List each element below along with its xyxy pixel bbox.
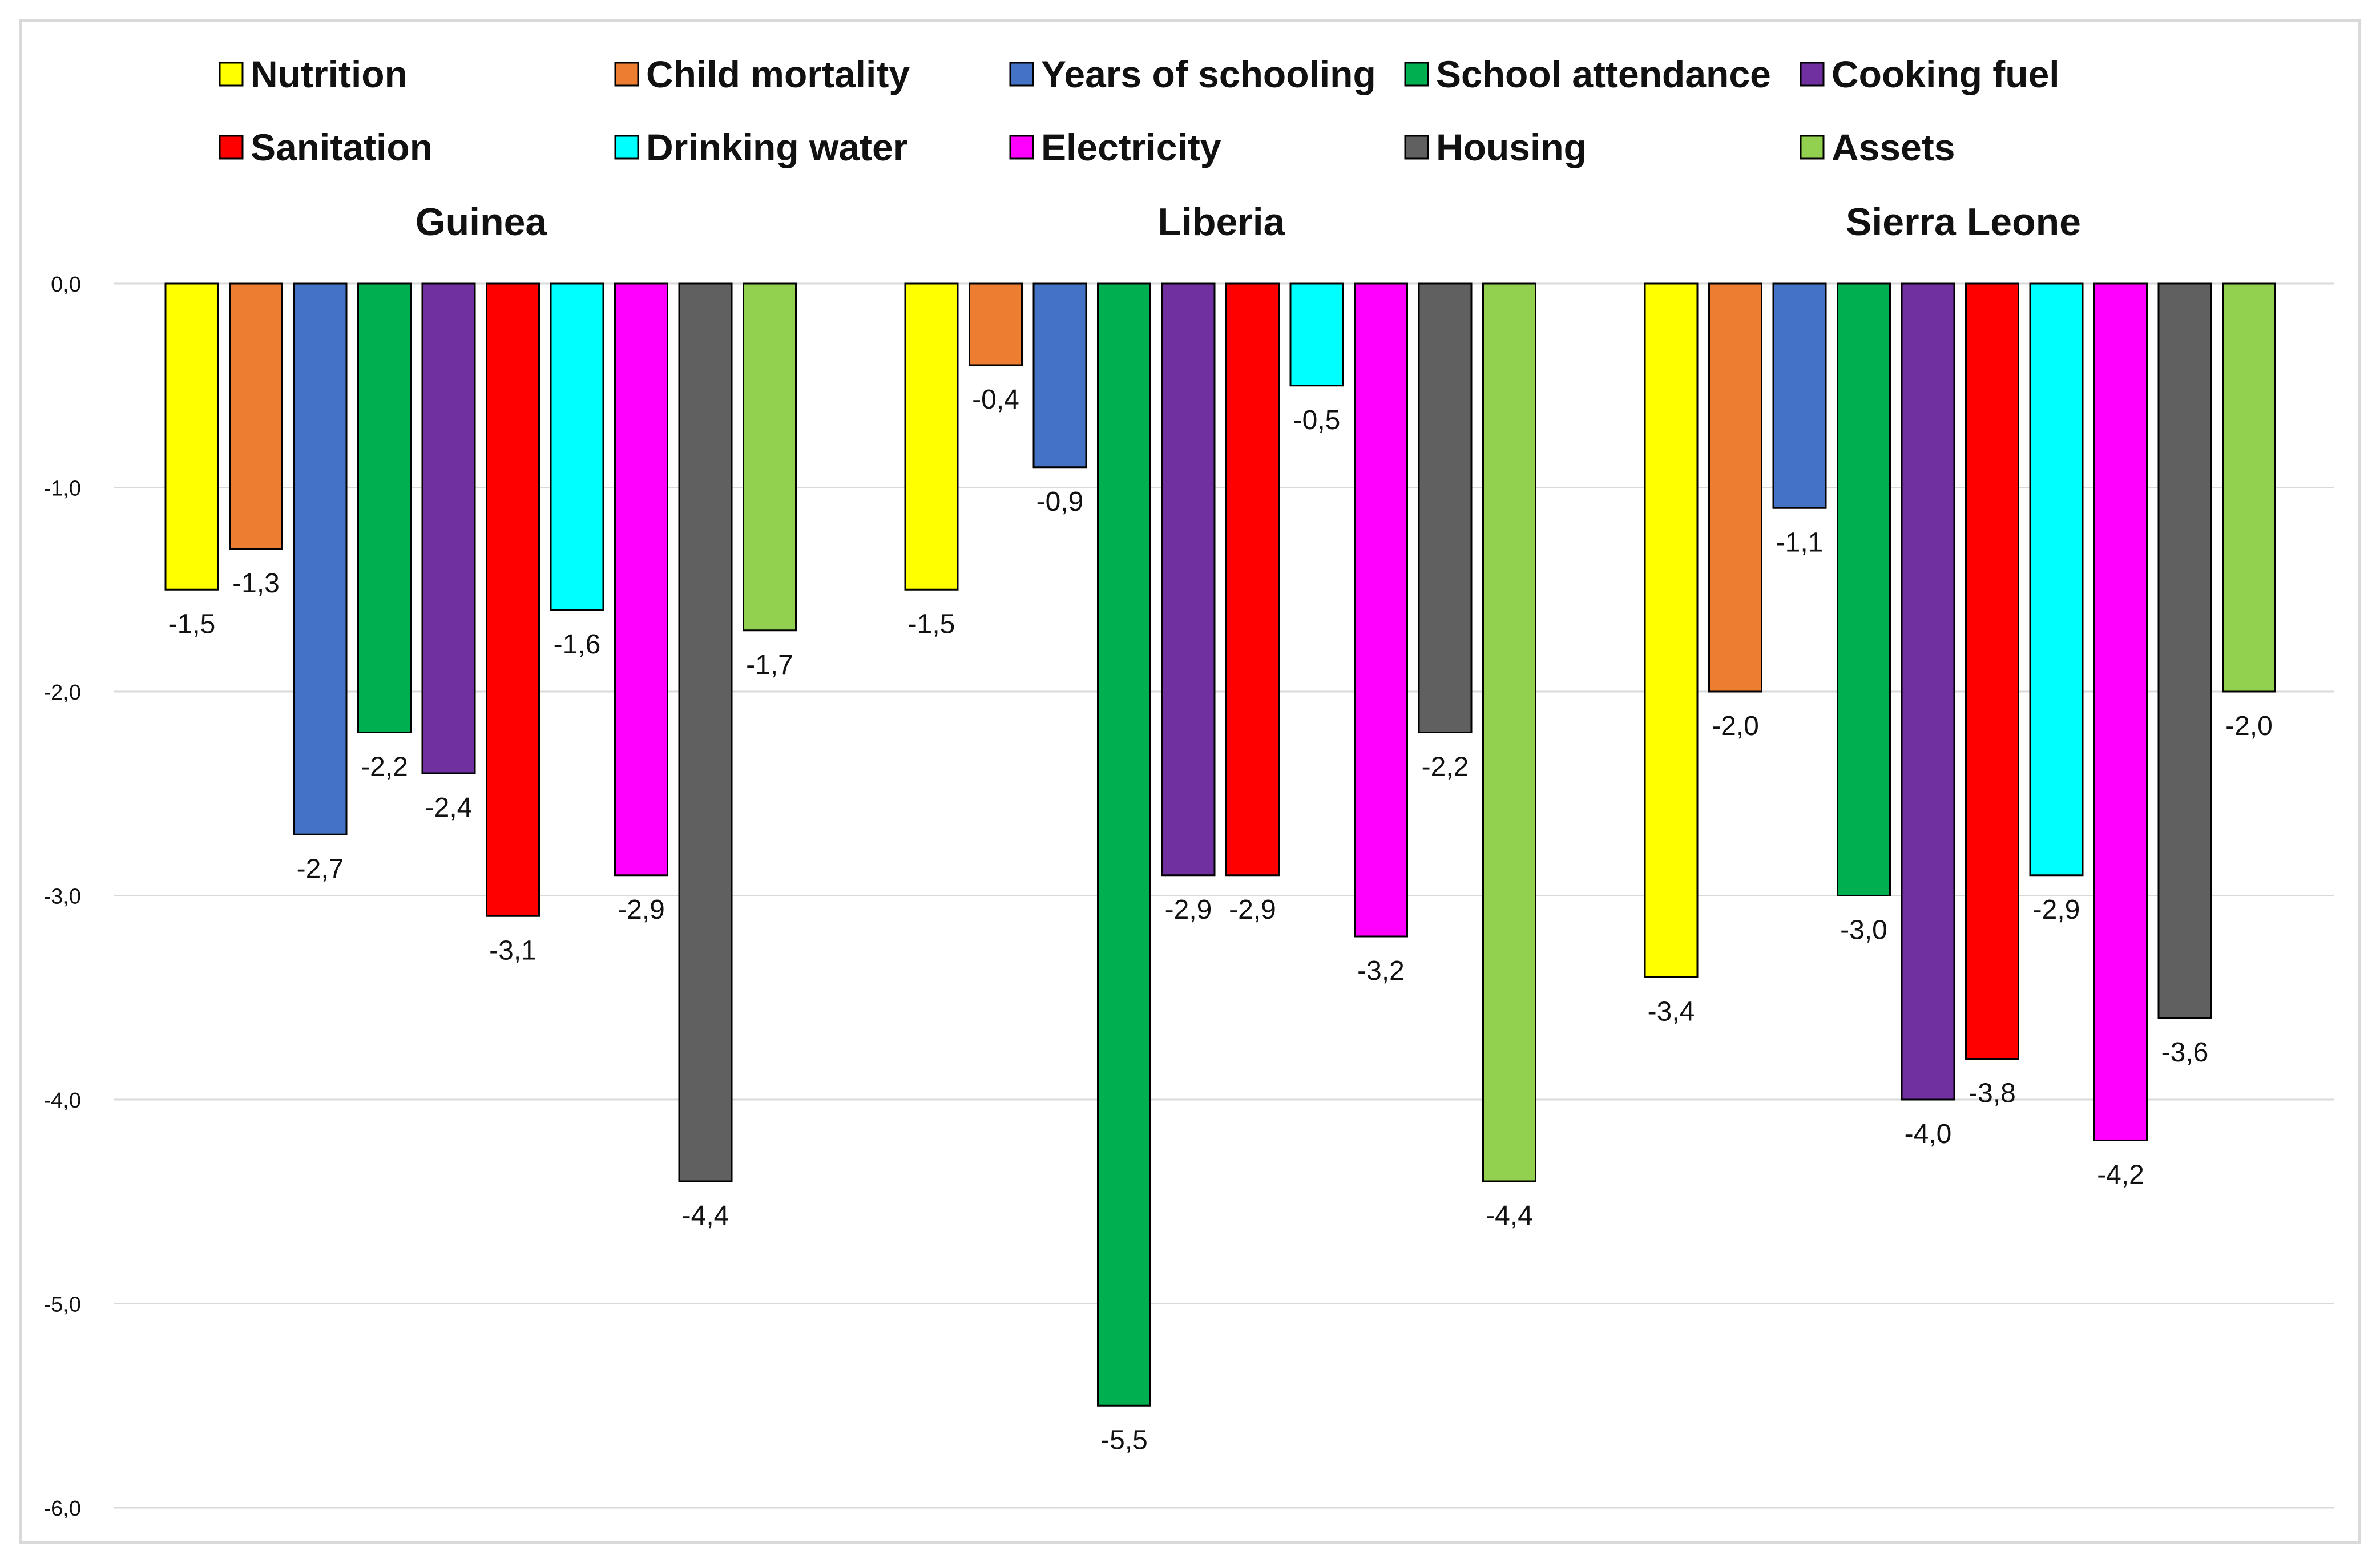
data-label: -3,8 [1968, 1079, 2016, 1109]
data-label: -0,4 [972, 385, 1019, 415]
data-label: -2,4 [425, 793, 473, 823]
data-label: -2,9 [2033, 895, 2080, 925]
y-tick-label: -3,0 [44, 885, 81, 909]
bar [1965, 282, 2019, 1060]
bar [1901, 282, 1955, 1101]
group-title: Sierra Leone [1846, 200, 2081, 244]
legend-label: Cooking fuel [1832, 53, 2060, 95]
legend-label: Assets [1832, 126, 1955, 168]
y-axis-ticks: 0,0 -1,0 -2,0 -3,0 -4,0 -5,0 -6,0 [44, 273, 81, 1521]
bar [1097, 282, 1151, 1407]
bar [229, 282, 283, 550]
data-label: -2,2 [361, 752, 408, 782]
data-label: -2,9 [1165, 895, 1212, 925]
data-label: -2,0 [2225, 711, 2273, 741]
bar [904, 282, 959, 591]
legend: Nutrition Child mortality Years of schooli… [219, 53, 2060, 168]
data-labels: -1,5 -1,3 -2,7 -2,2 -2,4 -3,1 -1,6 -2,9 -4,4 -1,7… [168, 385, 2273, 1455]
bar [293, 282, 348, 835]
legend-label: Electricity [1041, 126, 1221, 168]
data-label: -1,5 [908, 609, 955, 639]
bar [1354, 282, 1408, 938]
legend-swatch [219, 135, 244, 160]
bar [1482, 282, 1536, 1182]
bar [743, 282, 797, 632]
legend-swatch [1404, 62, 1429, 87]
legend-swatch [1800, 135, 1825, 160]
data-label: -3,4 [1648, 997, 1695, 1027]
data-label: -3,2 [1357, 956, 1405, 986]
legend-label: Nutrition [251, 53, 408, 95]
bar [1161, 282, 1216, 877]
y-tick-label: -4,0 [44, 1089, 81, 1113]
legend-swatch [614, 135, 639, 160]
bar [969, 282, 1023, 366]
legend-label: Sanitation [251, 126, 433, 168]
legend-label: Drinking water [646, 126, 907, 168]
data-label: -1,7 [746, 650, 793, 680]
bar [1644, 282, 1699, 978]
y-tick-label: 0,0 [51, 273, 81, 297]
bar [614, 282, 668, 877]
y-tick-label: -2,0 [44, 681, 81, 705]
data-label: -4,2 [2097, 1160, 2144, 1190]
bar [2093, 282, 2148, 1141]
legend-swatch [1009, 62, 1034, 87]
bar [421, 282, 476, 774]
data-label: -4,0 [1905, 1119, 1952, 1149]
bar [2222, 282, 2276, 693]
bar [550, 282, 604, 611]
legend-label: Years of schooling [1041, 53, 1376, 95]
bar [1708, 282, 1762, 693]
bar [678, 282, 733, 1182]
bar [2029, 282, 2084, 877]
data-label: -3,1 [489, 935, 536, 966]
data-label: -1,3 [232, 568, 280, 599]
data-label: -4,4 [1486, 1201, 1533, 1231]
data-label: -1,6 [554, 629, 601, 660]
data-label: -2,7 [297, 854, 344, 884]
bar [1032, 282, 1087, 469]
data-label: -2,9 [1229, 895, 1276, 925]
y-tick-label: -5,0 [44, 1293, 81, 1317]
data-label: -2,2 [1422, 752, 1469, 782]
legend-label: Child mortality [646, 53, 910, 95]
bars [164, 282, 2276, 1407]
bar [2157, 282, 2212, 1019]
data-label: -2,9 [618, 895, 665, 925]
group-titles: Guinea Liberia Sierra Leone [416, 200, 2081, 244]
legend-swatch [219, 62, 244, 87]
legend-swatch [1009, 135, 1034, 160]
data-label: -4,4 [682, 1201, 729, 1231]
bar [486, 282, 540, 917]
data-label: -3,0 [1840, 915, 1887, 946]
legend-label: Housing [1436, 126, 1587, 168]
bar [1418, 282, 1473, 733]
data-label: -0,5 [1293, 405, 1341, 435]
y-tick-label: -6,0 [44, 1497, 81, 1521]
legend-swatch [614, 62, 639, 87]
data-label: -3,6 [2161, 1037, 2209, 1068]
legend-swatch [1800, 62, 1825, 87]
chart-frame [19, 19, 2361, 1544]
data-label: -2,0 [1712, 711, 1759, 741]
bar [357, 282, 412, 733]
gridlines [114, 282, 2334, 1509]
data-label: -5,5 [1100, 1425, 1148, 1455]
bar [1772, 282, 1827, 509]
data-label: -1,5 [168, 609, 216, 639]
group-title: Guinea [416, 200, 548, 244]
bar [1289, 282, 1344, 387]
data-label: -0,9 [1036, 487, 1084, 517]
legend-label: School attendance [1436, 53, 1771, 95]
y-tick-label: -1,0 [44, 477, 81, 501]
data-label: -1,1 [1776, 527, 1824, 558]
bar [164, 282, 219, 591]
bar [1225, 282, 1280, 877]
bar [1837, 282, 1891, 896]
group-title: Liberia [1158, 200, 1286, 244]
legend-swatch [1404, 135, 1429, 160]
